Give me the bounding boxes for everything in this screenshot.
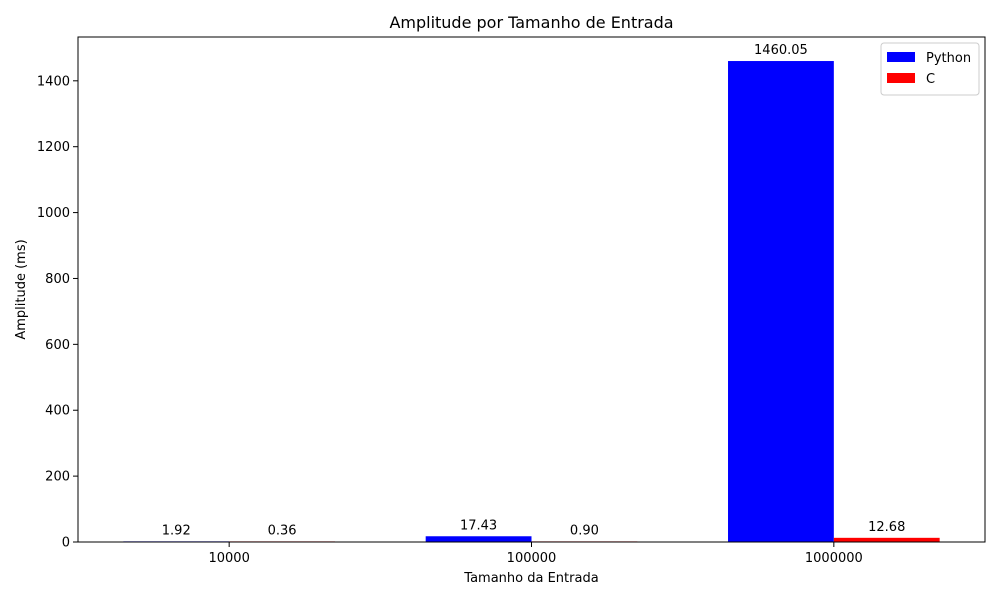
y-tick-label: 800 xyxy=(45,272,70,287)
data-label-python-10000: 1.92 xyxy=(162,523,191,538)
bar-labels-group: 1.92 0.36 17.43 0.90 1460.05 12.68 xyxy=(162,43,906,538)
bar-python-1000000 xyxy=(728,61,834,542)
legend-swatch-c xyxy=(887,73,915,83)
x-axis-ticks: 10000 100000 1000000 xyxy=(208,542,863,566)
y-axis-ticks: 0 200 400 600 800 1000 1200 1400 xyxy=(37,74,78,551)
y-axis-label: Amplitude (ms) xyxy=(14,239,29,339)
y-tick-label: 1400 xyxy=(37,74,70,89)
data-label-python-1000000: 1460.05 xyxy=(754,43,808,58)
legend-label-c: C xyxy=(926,72,935,87)
bar-python-100000 xyxy=(425,536,532,542)
x-tick-label: 100000 xyxy=(507,551,557,566)
y-tick-label: 200 xyxy=(45,470,70,485)
x-tick-label: 10000 xyxy=(208,551,249,566)
bars-group xyxy=(123,61,940,542)
y-tick-label: 600 xyxy=(45,338,70,353)
plot-frame xyxy=(77,36,986,543)
x-tick-label: 1000000 xyxy=(805,551,863,566)
y-tick-label: 0 xyxy=(62,536,70,551)
x-axis-label: Tamanho da Entrada xyxy=(463,571,598,586)
chart-title: Amplitude por Tamanho de Entrada xyxy=(389,13,673,32)
data-label-c-10000: 0.36 xyxy=(268,523,297,538)
legend-swatch-python xyxy=(887,52,915,62)
data-label-c-100000: 0.90 xyxy=(570,523,599,538)
legend: Python C xyxy=(880,42,980,96)
bar-c-1000000 xyxy=(833,537,940,542)
legend-label-python: Python xyxy=(926,51,971,66)
y-tick-label: 1200 xyxy=(37,140,70,155)
data-label-c-1000000: 12.68 xyxy=(868,520,905,535)
data-label-python-100000: 17.43 xyxy=(460,518,497,533)
y-tick-label: 1000 xyxy=(37,206,70,221)
y-tick-label: 400 xyxy=(45,404,70,419)
